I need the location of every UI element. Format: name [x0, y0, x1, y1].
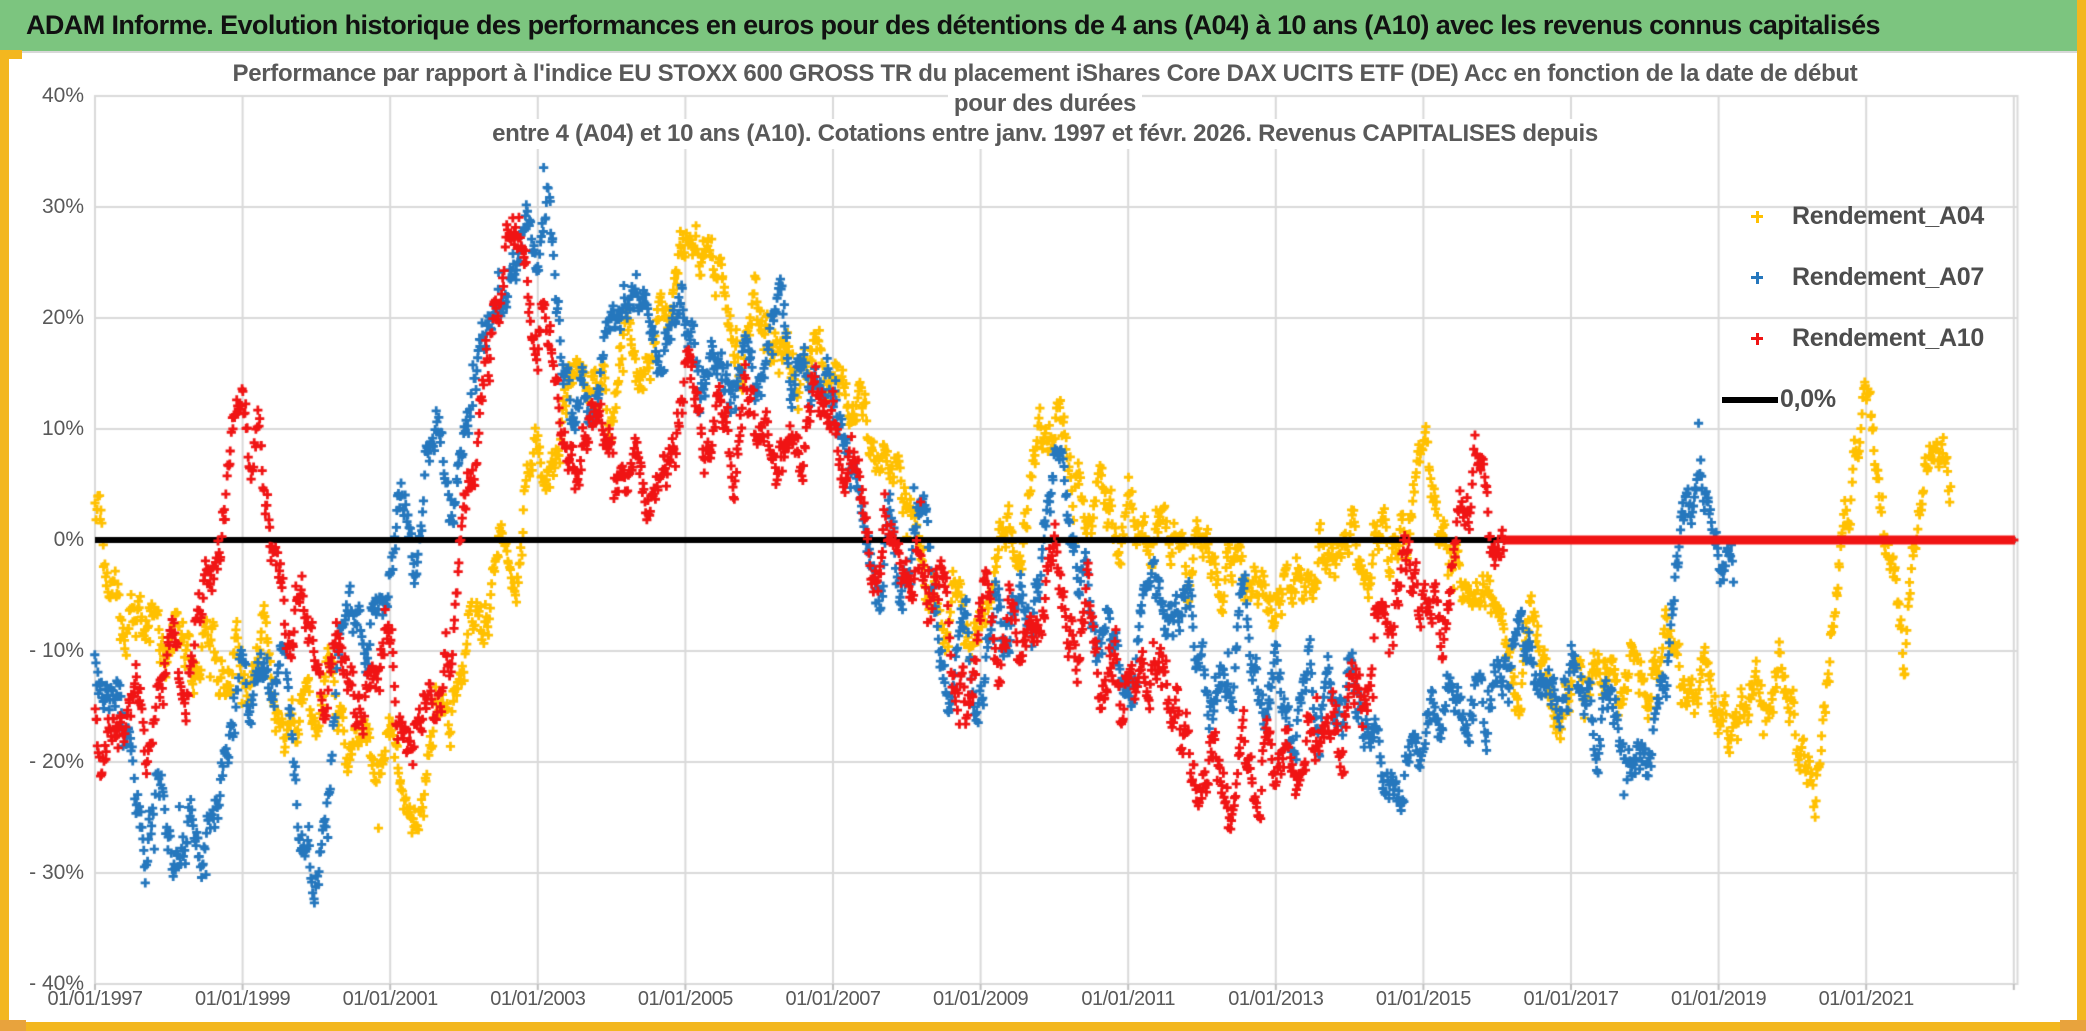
x-tick-label: 01/01/2017: [1523, 988, 1619, 1010]
page-title: ADAM Informe. Evolution historique des p…: [26, 10, 1881, 40]
x-tick-label: 01/01/2003: [490, 988, 586, 1010]
chart-legend: Rendement_A04 Rendement_A07 Rendement_A1…: [1722, 186, 2032, 430]
legend-item-a10[interactable]: Rendement_A10: [1742, 308, 2032, 369]
legend-item-a04[interactable]: Rendement_A04: [1742, 186, 2032, 247]
chart-title-line-3: entre 4 (A04) et 10 ans (A10). Cotations…: [486, 119, 1604, 149]
plus-marker-icon: [1750, 271, 1764, 285]
y-tick-label: - 10%: [29, 639, 84, 662]
x-tick-label: 01/01/1999: [195, 988, 291, 1010]
legend-label: Rendement_A10: [1792, 324, 1984, 352]
x-tick-label: 01/01/2011: [1081, 988, 1175, 1010]
x-tick-label: 01/01/2013: [1228, 988, 1324, 1010]
plus-marker-icon: [1750, 210, 1764, 224]
y-tick-label: 10%: [41, 417, 84, 440]
x-tick-label: 01/01/2009: [933, 988, 1029, 1010]
legend-label: 0,0%: [1780, 385, 1836, 413]
header-banner: ADAM Informe. Evolution historique des p…: [0, 0, 2086, 53]
gold-corner-right: [2060, 1020, 2086, 1031]
chart-title-line-1: Performance par rapport à l'indice EU ST…: [226, 59, 1864, 89]
legend-label: Rendement_A07: [1792, 263, 1984, 291]
chart-title-line-2: pour des durées: [947, 89, 1143, 119]
y-tick-label: - 20%: [29, 750, 84, 773]
y-tick-label: 20%: [41, 306, 84, 329]
x-tick-label: 01/01/2021: [1818, 988, 1915, 1010]
y-tick-label: 30%: [41, 195, 84, 218]
x-tick-label: 01/01/2007: [785, 988, 881, 1010]
x-tick-label: 01/01/2019: [1671, 988, 1767, 1010]
plus-marker-icon: [1750, 332, 1764, 346]
y-tick-label: 0%: [53, 528, 84, 551]
y-tick-label: - 40%: [29, 972, 84, 995]
y-tick-label: - 30%: [29, 861, 84, 884]
gold-corner-left: [0, 1020, 26, 1031]
chart-title: Performance par rapport à l'indice EU ST…: [120, 59, 1970, 149]
gold-border-left: [0, 51, 9, 1031]
y-tick-label: 40%: [41, 84, 84, 107]
gold-border-bottom: [0, 1022, 2086, 1031]
x-tick-label: 01/01/2005: [637, 988, 734, 1010]
gold-border-right: [2077, 0, 2086, 1031]
zero-line-icon: [1722, 396, 1778, 403]
x-tick-label: 01/01/2015: [1375, 988, 1472, 1010]
legend-label: Rendement_A04: [1792, 202, 1984, 230]
x-tick-label: 01/01/1997: [47, 988, 143, 1010]
legend-item-a07[interactable]: Rendement_A07: [1742, 247, 2032, 308]
gold-border-top-left: [0, 50, 22, 59]
x-tick-label: 01/01/2001: [342, 988, 439, 1010]
legend-item-zero-line[interactable]: 0,0%: [1722, 369, 2032, 430]
